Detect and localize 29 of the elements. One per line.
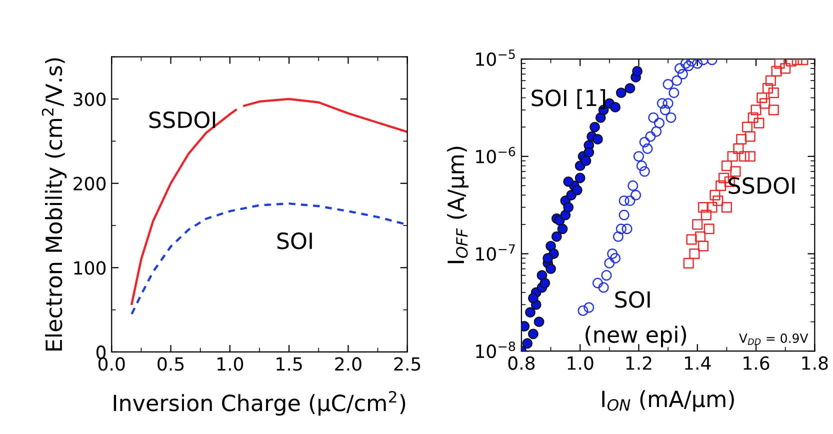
annotation: SOI xyxy=(615,291,650,308)
y-tick-label: 10$^{−5}$ xyxy=(476,50,515,66)
x-tick-label: 2.0 xyxy=(335,357,362,371)
y-axis-title: I$_{OFF}$ (A/μm) xyxy=(447,146,469,264)
annotation: SOI xyxy=(277,232,312,250)
x-tick-label: 1.2 xyxy=(626,356,652,370)
y-tick-label: 10$^{−7}$ xyxy=(476,244,515,261)
y-tick-label: 200 xyxy=(74,176,106,190)
x-tick-label: 0.8 xyxy=(508,356,535,370)
annotation: SSDOI xyxy=(728,177,794,194)
annotation: (new epi) xyxy=(586,326,686,348)
x-tick-label: 1.0 xyxy=(218,357,244,371)
annotation: SSDOI xyxy=(149,111,216,128)
x-axis-title: I$_{ON}$ (mA/μm) xyxy=(602,390,734,412)
annotation: SOI [1] xyxy=(532,89,606,109)
x-tick-label: 0.0 xyxy=(98,357,125,371)
annotation: V$_{DD}$ = 0.9V xyxy=(739,333,808,345)
x-axis-title: Inversion Charge (μC/cm$^{2}$) xyxy=(114,390,406,416)
y-tick-label: 100 xyxy=(74,261,106,275)
x-tick-label: 0.5 xyxy=(158,357,184,371)
x-tick-label: 1.5 xyxy=(276,357,302,371)
y-axis-title: Electron Mobility (cm$^{2}$/V.s) xyxy=(42,58,67,350)
x-tick-label: 1.8 xyxy=(802,356,828,370)
y-tick-label: 10$^{−6}$ xyxy=(476,146,516,164)
x-tick-label: 1.0 xyxy=(568,356,594,370)
x-tick-label: 1.4 xyxy=(685,356,711,370)
x-tick-label: 1.6 xyxy=(744,356,770,370)
y-tick-label: 300 xyxy=(74,92,106,106)
x-tick-label: 2.5 xyxy=(394,357,420,371)
